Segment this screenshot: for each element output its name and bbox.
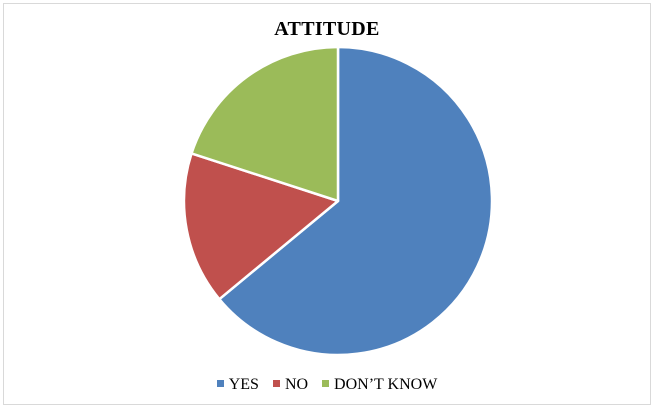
pie-slice-yes [218,45,494,357]
legend-label-no: NO [284,376,309,393]
legend-item-don-t-know: DON’T KNOW [322,376,437,394]
pie-slice-don-t-know [190,45,340,203]
pie-chart [182,45,494,357]
legend-item-no: NO [272,376,309,394]
legend-swatch-don-t-know [322,380,330,387]
pie-slice-no [182,152,340,301]
chart-legend: YES NO DON’T KNOW [4,376,650,394]
legend-label-yes: YES [228,376,259,393]
chart-title: ATTITUDE [274,18,380,40]
legend-swatch-yes [216,380,224,387]
legend-swatch-no [272,380,280,387]
legend-label-don-t-know: DON’T KNOW [334,376,438,393]
legend-item-yes: YES [216,376,259,394]
chart-frame: ATTITUDE YES NO DON’T KNOW [3,3,651,405]
